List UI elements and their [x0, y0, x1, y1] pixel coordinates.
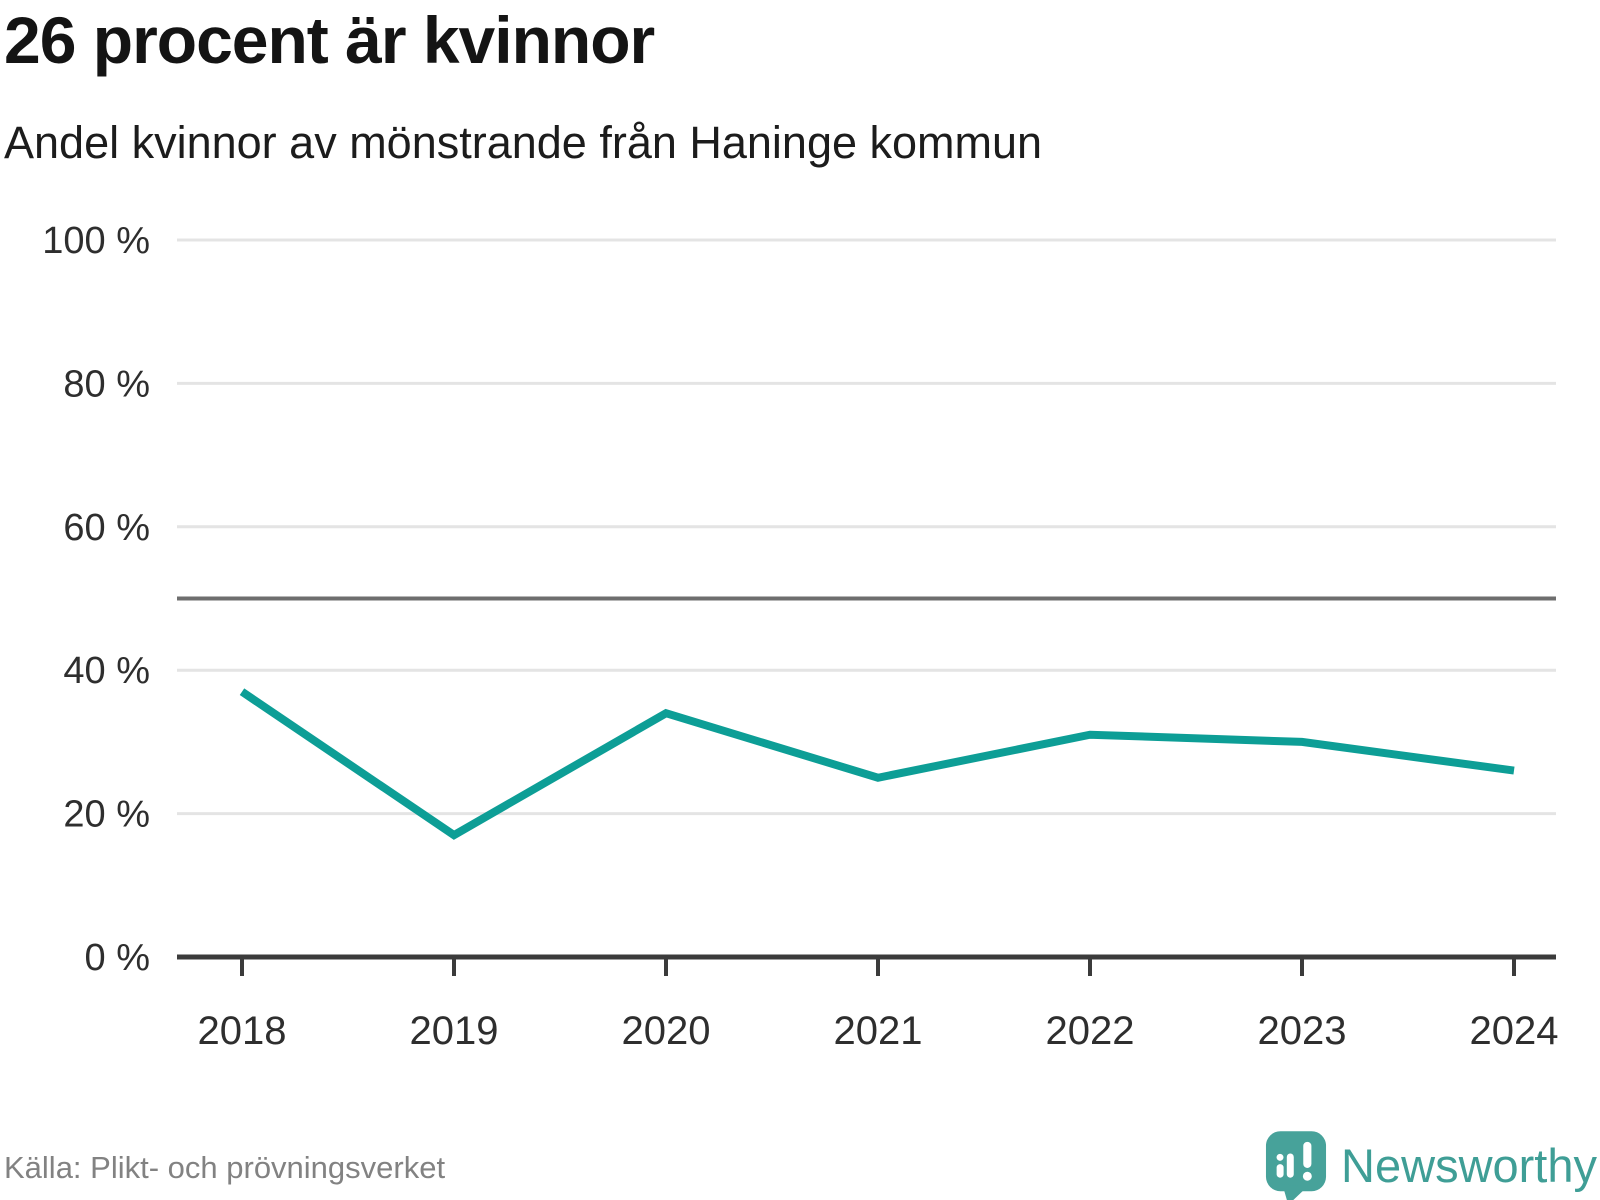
- x-tick-label: 2020: [622, 1009, 711, 1053]
- x-tick-label: 2021: [834, 1009, 923, 1053]
- y-tick-label: 60 %: [63, 507, 150, 549]
- y-tick-label: 80 %: [63, 363, 150, 405]
- newsworthy-logo-icon: [1266, 1131, 1327, 1200]
- source-note: Källa: Plikt- och prövningsverket: [4, 1150, 446, 1185]
- chart-subtitle: Andel kvinnor av mönstrande från Haninge…: [4, 117, 1043, 168]
- chart-title: 26 procent är kvinnor: [4, 3, 655, 77]
- newsworthy-logo-text: Newsworthy: [1341, 1138, 1597, 1192]
- x-tick-label: 2019: [410, 1009, 499, 1053]
- y-tick-label: 20 %: [63, 794, 150, 836]
- x-tick-label: 2018: [198, 1009, 287, 1053]
- newsworthy-logo: Newsworthy: [1265, 1131, 1597, 1200]
- x-tick-label: 2024: [1470, 1009, 1559, 1053]
- data-line-andel-kvinnor: [239, 688, 1515, 840]
- y-tick-label: 0 %: [85, 937, 150, 979]
- x-tick-label: 2023: [1258, 1009, 1347, 1053]
- x-tick-label: 2022: [1046, 1009, 1135, 1053]
- y-tick-label: 40 %: [63, 650, 150, 692]
- y-tick-label: 100 %: [42, 220, 150, 262]
